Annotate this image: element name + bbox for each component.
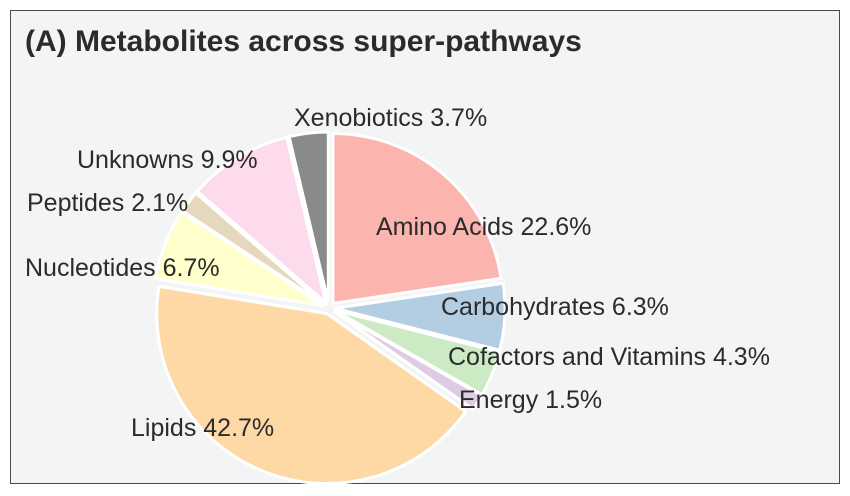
- slice-label-lipids: Lipids 42.7%: [131, 414, 274, 442]
- chart-title: (A) Metabolites across super-pathways: [25, 25, 582, 58]
- pie-slice-energy: [333, 309, 484, 412]
- slice-label-peptides: Peptides 2.1%: [27, 189, 188, 217]
- pie-slice-lipids: [155, 284, 468, 485]
- slice-label-cofactors-and-vitamins: Cofactors and Vitamins 4.3%: [448, 343, 770, 371]
- pie-slice-xenobiotics: [287, 130, 330, 303]
- slice-label-carbohydrates: Carbohydrates 6.3%: [441, 293, 669, 321]
- pie-slice-unknowns: [195, 135, 329, 308]
- pie-slice-peptides: [180, 190, 326, 306]
- slice-label-nucleotides: Nucleotides 6.7%: [25, 254, 220, 282]
- pie-slice-carbohydrates: [334, 281, 507, 352]
- pie-chart: Amino Acids 22.6% Carbohydrates 6.3% Cofac…: [25, 104, 770, 485]
- slice-label-energy: Energy 1.5%: [459, 386, 602, 414]
- slice-label-amino-acids: Amino Acids 22.6%: [376, 213, 591, 241]
- slice-label-unknowns: Unknowns 9.9%: [77, 146, 258, 174]
- slice-label-xenobiotics: Xenobiotics 3.7%: [294, 104, 487, 132]
- chart-panel: (A) Metabolites across super-pathways Am…: [10, 10, 840, 485]
- pie-slice-nucleotides: [153, 210, 325, 308]
- pie-slice-amino-acids: [331, 131, 503, 306]
